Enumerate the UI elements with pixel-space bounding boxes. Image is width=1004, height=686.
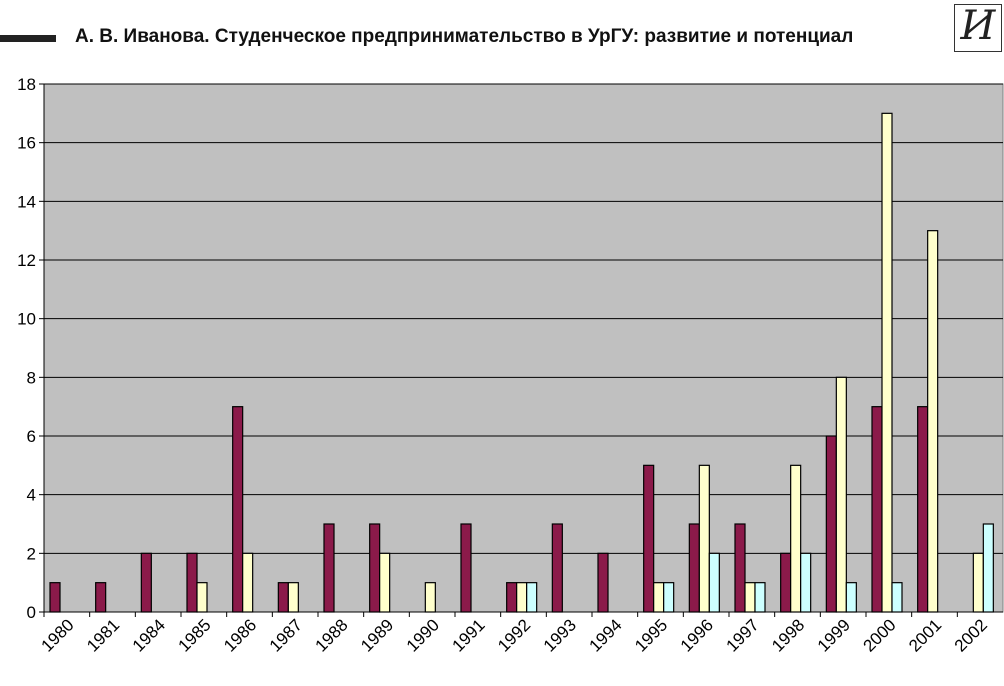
x-tick-label: 1998	[768, 615, 808, 655]
bar	[551, 523, 563, 613]
x-tick-label: 2002	[951, 615, 991, 655]
header-bar	[0, 35, 56, 42]
bar	[871, 406, 883, 613]
bar	[506, 582, 518, 613]
bar	[891, 582, 903, 613]
bar	[277, 582, 289, 613]
bar	[186, 552, 198, 613]
y-tick-label: 4	[27, 486, 36, 505]
bar	[323, 523, 335, 613]
bar	[982, 523, 994, 613]
bar	[49, 582, 61, 613]
bar	[663, 582, 675, 613]
x-tick-label: 1986	[220, 615, 260, 655]
y-tick-label: 10	[17, 310, 36, 329]
bar	[744, 582, 756, 613]
bar	[780, 552, 792, 613]
x-tick-label: 2000	[859, 615, 899, 655]
bar	[242, 552, 254, 613]
bar	[927, 230, 939, 613]
bar	[526, 582, 538, 613]
bar	[881, 112, 893, 613]
logo: И	[954, 3, 1002, 52]
bar	[140, 552, 152, 613]
plot-area	[43, 83, 1004, 613]
bar	[516, 582, 528, 613]
y-tick-label: 0	[27, 603, 36, 622]
x-tick-label: 1980	[37, 615, 77, 655]
x-tick-label: 1997	[722, 615, 762, 655]
bar	[196, 582, 208, 613]
bar	[698, 464, 710, 613]
bar	[825, 435, 837, 613]
bar	[232, 406, 244, 613]
x-tick-label: 1995	[631, 615, 671, 655]
bar	[972, 552, 984, 613]
x-tick-label: 1991	[448, 615, 488, 655]
bar	[800, 552, 812, 613]
bar	[424, 582, 436, 613]
x-tick-label: 1989	[357, 615, 397, 655]
bar	[708, 552, 720, 613]
x-tick-label: 1985	[174, 615, 214, 655]
x-tick-label: 2001	[905, 615, 945, 655]
bar	[379, 552, 391, 613]
x-tick-label: 1993	[540, 615, 580, 655]
x-tick-label: 1987	[266, 615, 306, 655]
page-title: А. В. Иванова. Студенческое предпринимат…	[75, 26, 854, 47]
x-tick-label: 1994	[585, 615, 625, 655]
x-tick-label: 1984	[129, 615, 169, 655]
y-tick-label: 2	[27, 544, 36, 563]
bar	[287, 582, 299, 613]
bar	[597, 552, 609, 613]
bar	[734, 523, 746, 613]
bar	[835, 376, 847, 613]
x-tick-label: 1996	[677, 615, 717, 655]
bar	[643, 464, 655, 613]
logo-letter: И	[960, 3, 996, 49]
y-tick-label: 6	[27, 427, 36, 446]
bar	[754, 582, 766, 613]
x-tick-label: 1999	[814, 615, 854, 655]
bar	[460, 523, 472, 613]
bar	[790, 464, 802, 613]
y-tick-label: 8	[27, 368, 36, 387]
bar	[688, 523, 700, 613]
x-tick-label: 1981	[83, 615, 123, 655]
x-tick-label: 1988	[311, 615, 351, 655]
bar	[369, 523, 381, 613]
bar	[845, 582, 857, 613]
y-tick-label: 12	[17, 251, 36, 270]
y-tick-label: 16	[17, 134, 36, 153]
x-tick-label: 1990	[403, 615, 443, 655]
y-tick-label: 14	[17, 192, 36, 211]
bar	[653, 582, 665, 613]
bar	[95, 582, 107, 613]
x-tick-label: 1992	[494, 615, 534, 655]
y-tick-label: 18	[17, 75, 36, 94]
bar	[917, 406, 929, 613]
